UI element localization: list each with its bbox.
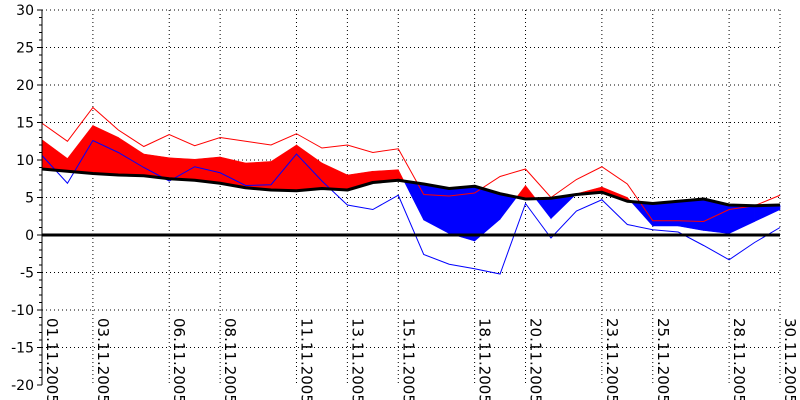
anomaly-fill [41, 124, 781, 242]
y-tick-label: 20 [16, 78, 34, 94]
x-tick-label: 30.11.2005 [781, 318, 799, 400]
y-tick-label: 5 [25, 191, 34, 207]
x-tick-label: 25.11.2005 [654, 318, 672, 400]
reference-line [41, 167, 781, 208]
x-tick-label: 20.11.2005 [527, 318, 545, 400]
x-tick-label: 18.11.2005 [476, 318, 494, 400]
y-tick-label: -10 [11, 303, 34, 319]
x-tick-label: 03.11.2005 [94, 318, 112, 400]
x-tick-label: 01.11.2005 [43, 318, 61, 400]
x-tick-label: 23.11.2005 [603, 318, 621, 400]
x-tick-label: 06.11.2005 [170, 318, 188, 400]
x-tick-label: 13.11.2005 [348, 318, 366, 400]
axes [37, 9, 780, 386]
x-tick-label: 11.11.2005 [297, 318, 315, 400]
y-tick-label: 15 [16, 116, 34, 132]
y-tick-labels: 30 25 20 15 10 5 0 -5 -10 -15 -20 [11, 3, 34, 394]
x-tick-label: 15.11.2005 [399, 318, 417, 400]
y-tick-label: -20 [11, 378, 34, 394]
upper-line [41, 106, 781, 223]
y-tick-label: 30 [16, 3, 34, 19]
x-tick-label: 08.11.2005 [221, 318, 239, 400]
y-tick-label: 25 [16, 41, 34, 57]
below-reference-area [677, 198, 704, 231]
below-reference-area [652, 200, 679, 227]
y-tick-label: 10 [16, 153, 34, 169]
y-tick-label: -15 [11, 341, 34, 357]
x-tick-label: 28.11.2005 [730, 318, 748, 400]
x-tick-labels: 01.11.2005 03.11.2005 06.11.2005 08.11.2005… [43, 318, 799, 400]
y-tick-label: -5 [20, 266, 34, 282]
y-tick-label: 0 [25, 228, 34, 244]
series-lines [41, 106, 781, 275]
